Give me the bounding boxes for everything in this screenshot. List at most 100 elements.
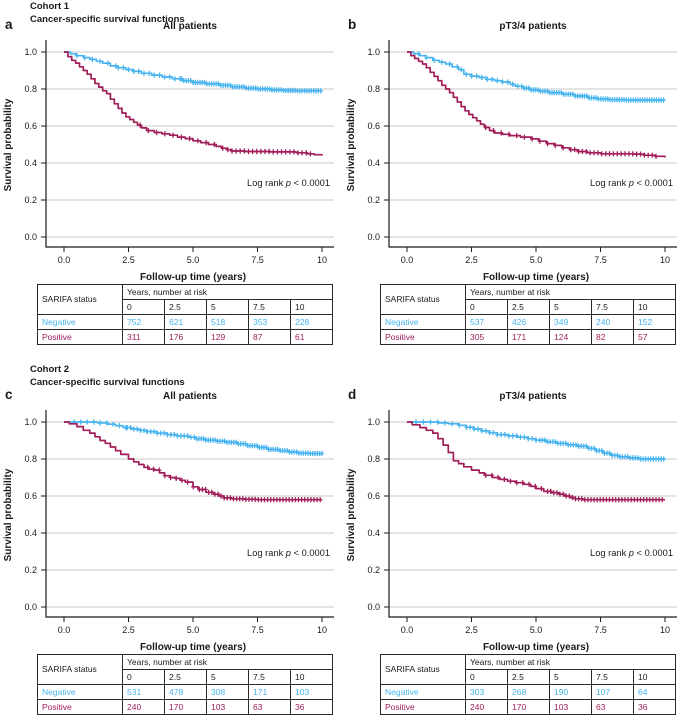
y-tick-label: 0.2	[24, 565, 37, 575]
risk-years-header: Years, number at risk	[121, 654, 334, 670]
risk-year-col: 10	[289, 669, 334, 685]
risk-status-header: SARIFA status	[37, 284, 123, 315]
risk-row-negative: Negative 531 478 308 171 103	[37, 684, 334, 700]
risk-value: 103	[206, 699, 249, 715]
risk-value: 152	[632, 314, 677, 330]
cohort-1-title: Cohort 1	[30, 1, 70, 12]
panel-b: b pT3/4 patients 0.0 0.2 0.4 0.6 0.8 1.0 0.0 2.…	[343, 17, 685, 350]
risk-row-negative: Negative 537 426 349 240 152	[380, 314, 677, 330]
risk-value: 308	[206, 684, 249, 700]
x-tick-label: 7.5	[594, 625, 607, 635]
survival-curve-positive	[407, 51, 666, 158]
y-tick-label: 0.4	[24, 158, 37, 168]
risk-value: 170	[164, 699, 207, 715]
x-axis-label: Follow-up time (years)	[140, 642, 246, 653]
risk-year-col: 5	[206, 669, 249, 685]
x-tick-label: 5.0	[187, 625, 200, 635]
risk-year-col: 7.5	[248, 669, 291, 685]
risk-status-header: SARIFA status	[37, 654, 123, 685]
x-axis-label: Follow-up time (years)	[483, 642, 589, 653]
logrank-label: Log rank p < 0.0001	[590, 548, 673, 558]
y-tick-label: 0.8	[367, 454, 380, 464]
risk-status-header: SARIFA status	[380, 284, 466, 315]
risk-value: 103	[549, 699, 592, 715]
y-tick-label: 1.0	[24, 417, 37, 427]
y-tick-label: 1.0	[24, 47, 37, 57]
risk-value: 311	[122, 329, 165, 345]
risk-year-col: 7.5	[248, 299, 291, 315]
risk-year-col: 10	[632, 669, 677, 685]
risk-row-label: Negative	[37, 314, 123, 330]
risk-value: 103	[289, 684, 334, 700]
axis-lines	[388, 410, 677, 618]
risk-row-label: Positive	[380, 329, 466, 345]
y-tick-label: 0.4	[367, 528, 380, 538]
risk-year-col: 0	[465, 299, 508, 315]
y-axis-label: Survival probability	[3, 468, 14, 561]
y-tick-label: 0.8	[367, 84, 380, 94]
x-tick-label: 0.0	[58, 625, 71, 635]
x-tick-label: 0.0	[58, 255, 71, 265]
risk-value: 82	[591, 329, 634, 345]
km-chart-b: 0.0 0.2 0.4 0.6 0.8 1.0 0.0 2.5 5.0 7.5 10 Survival…	[346, 40, 677, 283]
risk-row-label: Negative	[37, 684, 123, 700]
x-tick-label: 7.5	[251, 255, 264, 265]
risk-year-col: 5	[206, 299, 249, 315]
plot-title-c: All patients	[163, 391, 217, 402]
risk-table-a: SARIFA status Years, number at risk 0 2.5 5 7…	[37, 284, 334, 345]
risk-row-label: Positive	[37, 329, 123, 345]
risk-value: 752	[122, 314, 165, 330]
risk-value: 518	[206, 314, 249, 330]
panel-d: d pT3/4 patients 0.0 0.2 0.4 0.6 0.8 1.0 0.0 2.…	[343, 387, 685, 720]
x-tick-label: 2.5	[465, 255, 478, 265]
x-tick-label: 5.0	[530, 625, 543, 635]
risk-table-b: SARIFA status Years, number at risk 0 2.5 5 7…	[380, 284, 677, 345]
risk-year-col: 7.5	[591, 669, 634, 685]
risk-value: 171	[248, 684, 291, 700]
risk-years-header: Years, number at risk	[464, 284, 677, 300]
risk-year-col: 2.5	[507, 669, 550, 685]
axis-lines	[45, 40, 334, 248]
x-tick-label: 2.5	[122, 255, 135, 265]
risk-row-negative: Negative 303 268 190 107 64	[380, 684, 677, 700]
x-tick-label: 10	[660, 255, 670, 265]
risk-table-d: SARIFA status Years, number at risk 0 2.5 5 7…	[380, 654, 677, 715]
risk-value: 170	[507, 699, 550, 715]
x-tick-label: 5.0	[530, 255, 543, 265]
x-tick-label: 0.0	[401, 255, 414, 265]
risk-value: 190	[549, 684, 592, 700]
x-tick-label: 7.5	[251, 625, 264, 635]
risk-year-col: 5	[549, 669, 592, 685]
panel-letter-a: a	[5, 17, 13, 32]
km-chart-d: 0.0 0.2 0.4 0.6 0.8 1.0 0.0 2.5 5.0 7.5 10 Survival…	[346, 410, 677, 653]
x-tick-label: 10	[317, 255, 327, 265]
risk-year-col: 2.5	[164, 669, 207, 685]
risk-year-col: 2.5	[507, 299, 550, 315]
plot-title-a: All patients	[163, 21, 217, 32]
axis-lines	[45, 410, 334, 618]
y-tick-label: 0.4	[367, 158, 380, 168]
censor-marks-positive	[138, 122, 313, 157]
y-tick-label: 1.0	[367, 47, 380, 57]
risk-row-positive: Positive 311 176 129 87 61	[37, 329, 334, 345]
axis-lines	[388, 40, 677, 248]
risk-row-label: Negative	[380, 684, 466, 700]
censor-marks-negative	[74, 53, 323, 94]
y-tick-label: 0.2	[367, 195, 380, 205]
logrank-label: Log rank p < 0.0001	[247, 178, 330, 188]
risk-row-label: Negative	[380, 314, 466, 330]
logrank-label: Log rank p < 0.0001	[247, 548, 330, 558]
panel-a: a All patients 0.0 0.2 0.4 0.6 0.8 1.0 0.0 2.5 5…	[0, 17, 342, 350]
risk-value: 63	[591, 699, 634, 715]
km-chart-a: 0.0 0.2 0.4 0.6 0.8 1.0 0.0 2.5 5.0 7.5 10 Survival…	[3, 40, 334, 283]
risk-value: 240	[465, 699, 508, 715]
y-tick-label: 0.8	[24, 84, 37, 94]
risk-value: 171	[507, 329, 550, 345]
panel-letter-b: b	[348, 17, 357, 32]
censor-marks-negative	[413, 419, 666, 462]
x-tick-label: 5.0	[187, 255, 200, 265]
risk-year-col: 2.5	[164, 299, 207, 315]
x-tick-label: 2.5	[465, 625, 478, 635]
km-chart-c: 0.0 0.2 0.4 0.6 0.8 1.0 0.0 2.5 5.0 7.5 10 Survival…	[3, 410, 334, 653]
